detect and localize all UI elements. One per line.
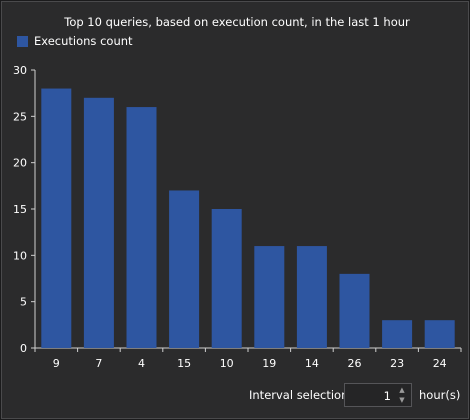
y-tick-label: 10	[13, 249, 27, 262]
bar	[211, 209, 242, 348]
y-tick-label: 25	[13, 110, 27, 123]
interval-selection-label: Interval selection	[249, 388, 349, 402]
chart-title: Top 10 queries, based on execution count…	[64, 15, 410, 29]
y-tick-label: 20	[13, 157, 27, 170]
y-tick-label: 0	[20, 342, 27, 355]
bar	[126, 107, 157, 348]
x-tick-label: 4	[138, 357, 145, 370]
x-tick-label: 19	[262, 357, 276, 370]
chevron-up-icon[interactable]: ▲	[399, 386, 405, 394]
interval-stepper[interactable]: 1 ▲ ▼	[344, 383, 412, 407]
y-tick-label: 30	[13, 64, 27, 77]
bar	[169, 190, 200, 348]
interval-value[interactable]: 1	[383, 389, 391, 403]
y-tick-label: 15	[13, 203, 27, 216]
x-tick-label: 9	[53, 357, 60, 370]
chevron-down-icon[interactable]: ▼	[399, 396, 405, 404]
x-tick-label: 10	[220, 357, 234, 370]
bar	[382, 320, 413, 348]
bar	[339, 273, 370, 348]
x-tick-label: 24	[433, 357, 447, 370]
y-tick-label: 5	[20, 296, 27, 309]
bar	[83, 97, 114, 348]
x-tick-label: 7	[95, 357, 102, 370]
legend: Executions count	[17, 34, 133, 48]
legend-label: Executions count	[34, 34, 133, 48]
bar	[296, 246, 327, 348]
bar	[424, 320, 455, 348]
interval-unit-label: hour(s)	[419, 388, 461, 402]
interval-footer: Interval selection 1 ▲ ▼ hour(s)	[0, 382, 470, 408]
bar-chart: 0 5 10 15 20 25 30 9 7 4 15 10 19 14 26 23 24	[13, 64, 462, 370]
x-tick-label: 23	[390, 357, 404, 370]
x-tick-label: 15	[177, 357, 191, 370]
legend-swatch	[17, 35, 28, 47]
bar	[41, 88, 72, 349]
x-tick-label: 26	[348, 357, 362, 370]
bar	[254, 246, 285, 348]
x-tick-label: 14	[305, 357, 319, 370]
